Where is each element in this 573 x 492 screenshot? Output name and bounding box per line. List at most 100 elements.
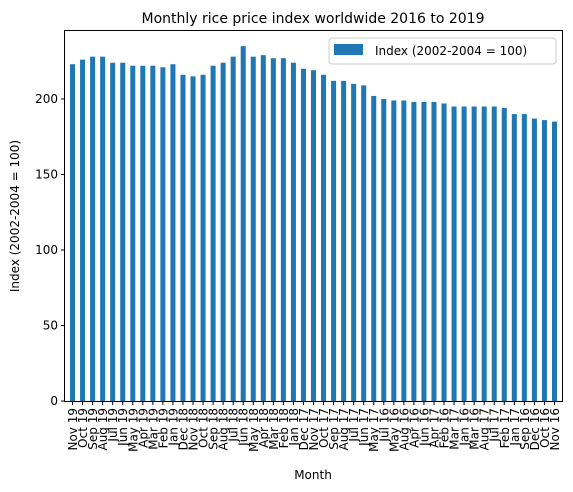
bar-may-19 — [130, 65, 136, 401]
plot-frame — [64, 30, 563, 402]
x-tick-label: Jan 16 — [458, 408, 472, 447]
bar-may-18 — [250, 56, 256, 402]
y-tick-label: 0 — [50, 394, 58, 408]
x-tick-label: Nov 19 — [66, 408, 80, 451]
x-tick-label: Mar 19 — [146, 408, 160, 450]
x-tick-label: Nov 17 — [307, 408, 321, 451]
x-tick-label: Apr 19 — [136, 408, 150, 448]
x-tick-label: Feb 19 — [156, 408, 170, 448]
bar-nov-17 — [310, 70, 317, 402]
x-tick-label: Jul 16 — [377, 408, 391, 443]
bar-sep-17 — [331, 80, 337, 401]
bar-jul-17 — [491, 106, 497, 401]
bar-oct-19 — [80, 59, 86, 401]
x-tick-label: Mar 17 — [448, 408, 462, 450]
bar-jan-18 — [290, 62, 296, 402]
y-tick-label: 100 — [35, 243, 58, 257]
x-tick-label: May 16 — [387, 408, 401, 452]
x-tick-label: Apr 17 — [427, 408, 441, 448]
y-axis-label: Index (2002-2004 = 100) — [8, 140, 22, 292]
bar-dec-17 — [300, 68, 306, 401]
bar-feb-18 — [280, 58, 286, 402]
x-tick-label: Oct 19 — [76, 408, 90, 448]
bar-jul-18 — [230, 56, 236, 402]
x-tick-label: Mar 18 — [267, 408, 281, 450]
bar-feb-17 — [501, 108, 507, 402]
x-tick-label: May 17 — [367, 408, 381, 452]
bar-sep-19 — [90, 56, 96, 402]
bar-feb-19 — [160, 67, 166, 402]
bar-mar-19 — [150, 65, 156, 401]
bar-aug-18 — [220, 62, 226, 402]
y-axis: 0 50 100 150 200 — [35, 92, 65, 408]
bar-nov-18 — [190, 76, 196, 401]
x-tick-label: Feb 18 — [277, 408, 291, 448]
bar-oct-18 — [200, 74, 206, 402]
bar-apr-18 — [260, 55, 266, 401]
bar-apr-19 — [140, 65, 146, 401]
x-tick-label: Aug 16 — [397, 408, 411, 451]
x-tick-label: Jun 18 — [237, 408, 251, 447]
bar-may-17 — [371, 95, 377, 401]
x-tick-label: Jul 17 — [347, 408, 361, 443]
x-tick-label: Jan 19 — [166, 408, 180, 447]
x-tick-label: Jun 16 — [417, 408, 431, 447]
x-tick-label: Jul 19 — [106, 408, 120, 443]
x-tick-label: Nov 18 — [187, 408, 201, 451]
bar-apr-16 — [411, 101, 417, 401]
x-tick-label: Jan 17 — [508, 408, 522, 447]
y-tick-label: 150 — [35, 167, 58, 181]
x-tick-label: Feb 16 — [438, 408, 452, 448]
x-tick-label: Nov 16 — [548, 408, 562, 451]
bar-dec-18 — [180, 74, 186, 402]
x-tick-label: Aug 17 — [337, 408, 351, 451]
bar-oct-16 — [541, 120, 547, 401]
x-tick-label: Jul 17 — [488, 408, 502, 443]
bar-nov-16 — [551, 121, 557, 402]
bar-sep-16 — [521, 114, 527, 401]
bar-apr-17 — [431, 101, 437, 401]
bar-sep-18 — [210, 65, 216, 401]
bar-jul-17 — [351, 83, 357, 402]
bar-oct-17 — [321, 74, 327, 402]
bar-mar-18 — [270, 58, 276, 402]
x-tick-label: Jul 18 — [227, 408, 241, 443]
x-tick-label: Oct 17 — [317, 408, 331, 448]
x-tick-label: May 19 — [126, 408, 140, 452]
bar-jul-16 — [381, 98, 387, 402]
x-tick-label: Dec 17 — [297, 408, 311, 450]
x-tick-label: Aug 17 — [478, 408, 492, 451]
bar-feb-16 — [441, 103, 447, 402]
bar-jun-16 — [421, 101, 427, 401]
y-tick-label: 200 — [35, 92, 58, 106]
y-tick-label: 50 — [43, 318, 58, 332]
bar-jun-19 — [120, 62, 126, 402]
legend-box — [328, 37, 557, 65]
bar-jul-19 — [110, 62, 116, 402]
x-tick-label: Feb 17 — [498, 408, 512, 448]
x-tick-label: Oct 16 — [538, 408, 552, 448]
x-axis-label: Month — [294, 468, 332, 482]
x-tick-label: Sep 17 — [327, 408, 341, 450]
bar-aug-17 — [481, 106, 487, 401]
x-tick-label: Oct 18 — [197, 408, 211, 448]
x-tick-label: Sep 19 — [86, 408, 100, 450]
x-tick-label: Aug 19 — [96, 408, 110, 451]
x-tick-label: Sep 18 — [207, 408, 221, 450]
chart-title: Monthly rice price index worldwide 2016 … — [141, 11, 484, 27]
bar-jun-17 — [361, 85, 367, 402]
x-tick-label: Dec 16 — [528, 408, 542, 450]
x-tick-label: Sep 16 — [518, 408, 532, 450]
legend: Index (2002-2004 = 100) — [328, 37, 557, 65]
bar-mar-16 — [471, 106, 477, 401]
bar-jan-17 — [511, 114, 517, 401]
bar-aug-19 — [100, 56, 106, 402]
bar-jan-19 — [170, 64, 176, 401]
x-tick-label: May 18 — [247, 408, 261, 452]
x-tick-label: Jan 18 — [287, 408, 301, 447]
bar-aug-17 — [341, 80, 347, 401]
x-tick-label: Dec 18 — [176, 408, 190, 450]
